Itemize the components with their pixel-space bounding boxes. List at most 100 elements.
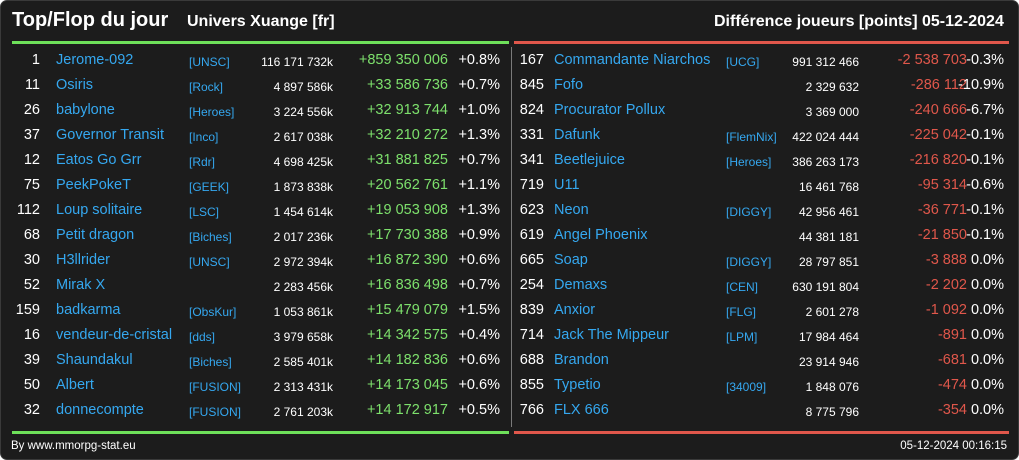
metric-label: Différence joueurs [points] (714, 13, 918, 30)
percent-change: 0.0% (970, 377, 1004, 393)
alliance-tag-link[interactable]: [DIGGY] (726, 255, 772, 269)
points-difference: -36 771 (917, 202, 967, 218)
alliance-tag-link[interactable]: [Inco] (189, 130, 219, 144)
alliance-tag-link[interactable]: [FlemNix] (726, 130, 777, 144)
percent-change: +0.6% (458, 252, 500, 268)
alliance-tag-link[interactable]: [Biches] (189, 355, 232, 369)
points-difference: +859 350 006 (358, 52, 448, 68)
player-name-link[interactable]: Angel Phoenix (554, 227, 648, 243)
player-rank: 714 (519, 327, 544, 343)
top-row: 32 donnecompte [FUSION] 2 761 203k +14 172 9… (1, 398, 511, 423)
player-name-link[interactable]: H3llrider (56, 252, 110, 268)
credit-link[interactable]: By www.mmorpg-stat.eu (11, 440, 136, 452)
player-points: 4 897 586k (273, 80, 333, 94)
percent-change: 0.0% (970, 302, 1004, 318)
player-name-link[interactable]: Jack The Mippeur (554, 327, 669, 343)
flop-row: 341 Beetlejuice [Heroes] 386 263 173 -216 82… (512, 148, 1018, 173)
alliance-tag-link[interactable]: [LSC] (189, 205, 220, 219)
player-points: 16 461 768 (798, 180, 859, 194)
player-name-link[interactable]: Osiris (56, 77, 94, 93)
points-difference: -225 042 (909, 127, 967, 143)
player-name-link[interactable]: Loup solitaire (56, 202, 143, 218)
flop-row: 623 Neon [DIGGY] 42 956 461 -36 771 -0.1% (512, 198, 1018, 223)
player-name-link[interactable]: Petit dragon (56, 227, 135, 243)
percent-change: 0.0% (970, 352, 1004, 368)
player-rank: 50 (23, 377, 40, 393)
alliance-tag-link[interactable]: [Heroes] (726, 155, 772, 169)
player-name-link[interactable]: Procurator Pollux (554, 102, 666, 118)
alliance-tag-link[interactable]: [Rock] (189, 80, 224, 94)
points-difference: -2 202 (925, 277, 967, 293)
player-name-link[interactable]: Beetlejuice (554, 152, 625, 168)
player-name-link[interactable]: Mirak X (56, 277, 106, 293)
player-name-link[interactable]: babylone (56, 102, 115, 118)
player-name-link[interactable]: Albert (56, 377, 94, 393)
points-difference: -2 538 703 (897, 52, 967, 68)
player-points: 1 053 861k (273, 305, 333, 319)
alliance-tag-link[interactable]: [FUSION] (189, 405, 242, 419)
percent-change: -10.9% (958, 77, 1004, 93)
alliance-tag-link[interactable]: [Biches] (189, 230, 232, 244)
percent-change: 0.0% (970, 277, 1004, 293)
alliance-tag-link[interactable]: [FLG] (726, 305, 757, 319)
player-name-link[interactable]: PeekPokeT (56, 177, 131, 193)
player-rank: 254 (519, 277, 544, 293)
alliance-tag-link[interactable]: [dds] (189, 330, 216, 344)
points-difference: +14 342 575 (366, 327, 448, 343)
player-name-link[interactable]: Shaundakul (56, 352, 133, 368)
alliance-tag-link[interactable]: [UNSC] (189, 255, 230, 269)
percent-change: +0.7% (458, 277, 500, 293)
player-name-link[interactable]: Anxior (554, 302, 596, 318)
alliance-tag-link[interactable]: [FUSION] (189, 380, 242, 394)
alliance-tag-link[interactable]: [ObsKur] (189, 305, 237, 319)
points-difference: +33 586 736 (366, 77, 448, 93)
points-difference: +31 881 825 (366, 152, 448, 168)
player-name-link[interactable]: donnecompte (56, 402, 144, 418)
player-name-link[interactable]: vendeur-de-cristal (56, 327, 173, 343)
player-name-link[interactable]: Neon (554, 202, 589, 218)
player-name-link[interactable]: Fofo (554, 77, 584, 93)
points-difference: +14 182 836 (366, 352, 448, 368)
player-points: 422 024 444 (792, 130, 859, 144)
alliance-tag-link[interactable]: [Rdr] (189, 155, 216, 169)
flop-row: 824 Procurator Pollux 3 369 000 -240 666 -6.… (512, 98, 1018, 123)
alliance-tag-link[interactable]: [UNSC] (189, 55, 230, 69)
player-name-link[interactable]: Typetio (554, 377, 601, 393)
alliance-tag-link[interactable]: [LPM] (726, 330, 758, 344)
flop-players-list: 167 Commandante Niarchos [UCG] 991 312 466 -… (512, 48, 1018, 423)
points-difference: +17 730 388 (366, 227, 448, 243)
player-name-link[interactable]: Brandon (554, 352, 609, 368)
player-name-link[interactable]: Jerome-092 (56, 52, 134, 68)
flop-row: 766 FLX 666 8 775 796 -354 0.0% (512, 398, 1018, 423)
percent-change: -0.1% (966, 152, 1004, 168)
player-name-link[interactable]: Commandante Niarchos (554, 52, 711, 68)
player-name-link[interactable]: Eatos Go Grr (56, 152, 142, 168)
flop-row: 714 Jack The Mippeur [LPM] 17 984 464 -891 0.… (512, 323, 1018, 348)
player-rank: 619 (519, 227, 544, 243)
alliance-tag-link[interactable]: [GEEK] (189, 180, 230, 194)
alliance-tag-link[interactable]: [UCG] (726, 55, 760, 69)
player-name-link[interactable]: Dafunk (554, 127, 600, 143)
player-name-link[interactable]: Demaxs (554, 277, 608, 293)
player-name-link[interactable]: FLX 666 (554, 402, 609, 418)
player-name-link[interactable]: Soap (554, 252, 588, 268)
percent-change: +0.6% (458, 352, 500, 368)
alliance-tag-link[interactable]: [CEN] (726, 280, 759, 294)
player-points: 42 956 461 (798, 205, 859, 219)
flop-row: 619 Angel Phoenix 44 381 181 -21 850 -0.1% (512, 223, 1018, 248)
percent-change: +0.7% (458, 77, 500, 93)
player-rank: 1 (31, 52, 40, 68)
universe-label: Univers Xuange [fr] (187, 13, 335, 30)
alliance-tag-link[interactable]: [34009] (726, 380, 767, 394)
player-points: 1 848 076 (805, 380, 859, 394)
player-points: 2 617 038k (273, 130, 333, 144)
alliance-tag-link[interactable]: [Heroes] (189, 105, 235, 119)
top-row: 112 Loup solitaire [LSC] 1 454 614k +19 053 … (1, 198, 511, 223)
player-rank: 167 (519, 52, 544, 68)
alliance-tag-link[interactable]: [DIGGY] (726, 205, 772, 219)
player-name-link[interactable]: badkarma (56, 302, 121, 318)
player-rank: 845 (519, 77, 544, 93)
player-name-link[interactable]: Governor Transit (56, 127, 164, 143)
player-name-link[interactable]: U11 (554, 177, 580, 193)
